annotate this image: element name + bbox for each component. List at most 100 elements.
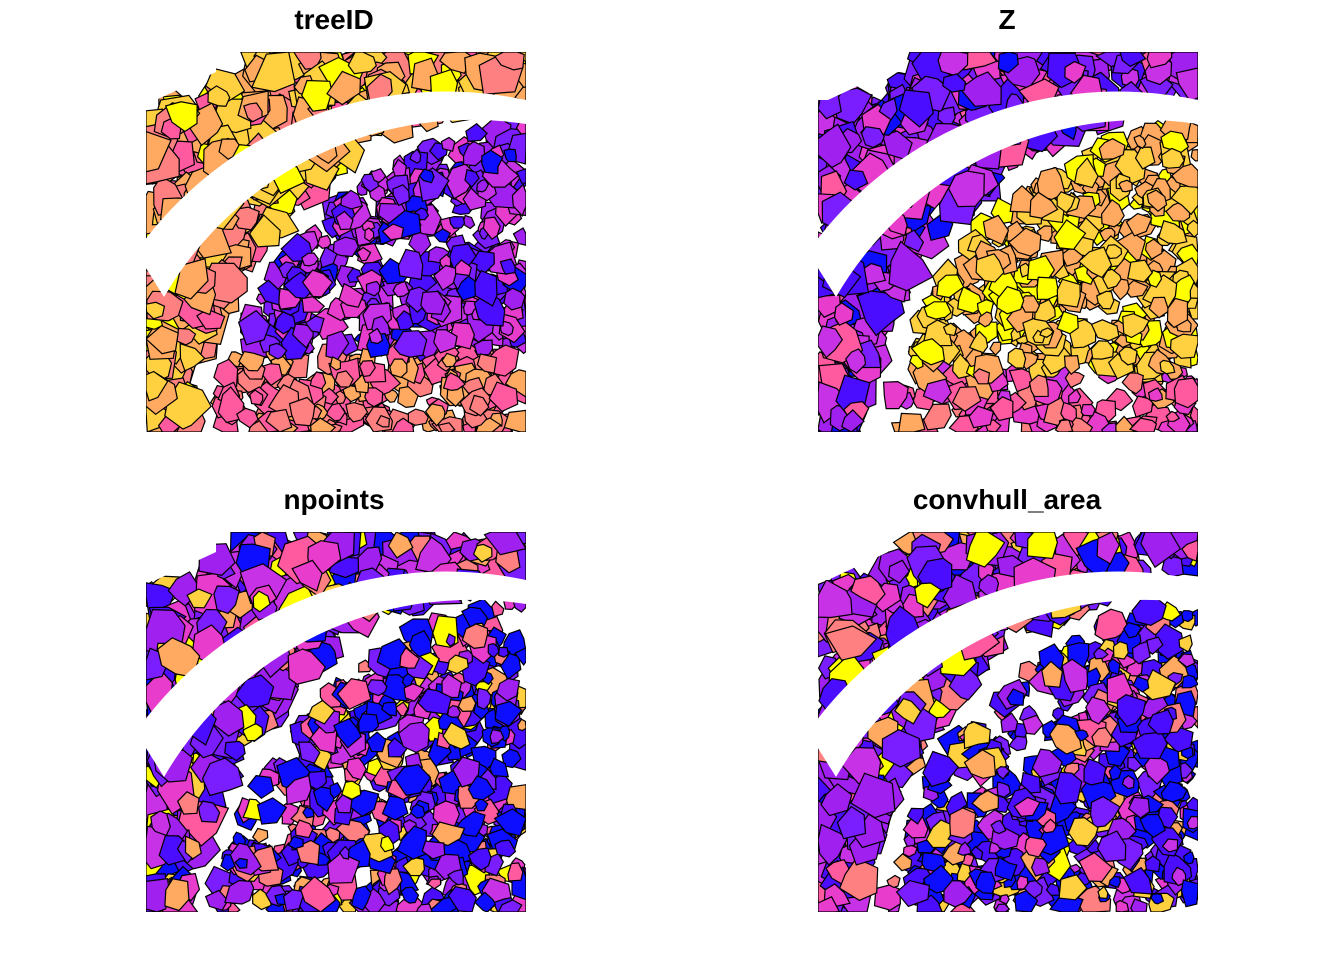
crown-segment — [393, 763, 432, 797]
crown-segment — [345, 401, 369, 423]
crown-segment — [335, 210, 354, 231]
crown-segment — [387, 532, 414, 559]
crown-segment — [287, 835, 304, 850]
crown-segment — [1056, 310, 1079, 335]
crown-segment — [462, 140, 486, 167]
crown-segment — [346, 757, 367, 781]
crown-segment — [1056, 191, 1076, 214]
crown-segment — [424, 403, 446, 427]
crown-segment — [474, 269, 498, 307]
crown-segment — [970, 845, 984, 861]
crown-segment — [1173, 377, 1198, 409]
crown-segment — [324, 402, 346, 422]
crown-segment — [942, 73, 967, 93]
crown-segment — [942, 322, 958, 337]
crown-segment — [1169, 333, 1198, 359]
crown-segment — [447, 704, 461, 719]
crown-segment — [301, 295, 326, 313]
crown-segment — [304, 315, 325, 334]
crown-segment — [497, 899, 523, 912]
crown-segment — [409, 803, 426, 819]
crown-segment — [906, 807, 924, 825]
crown-segment — [483, 532, 526, 556]
panel-title-z: Z — [998, 4, 1016, 35]
crown-segment — [1085, 696, 1112, 725]
crown-segment — [1186, 219, 1198, 238]
crown-segment — [251, 827, 269, 844]
crown-segment — [1127, 796, 1151, 819]
crown-segment — [965, 532, 1006, 568]
crown-segment — [1159, 359, 1176, 375]
crown-segment — [1073, 157, 1099, 189]
tree-crown-map-z — [818, 52, 1198, 432]
map-panel-convhull-area — [818, 532, 1198, 912]
crown-segment — [1144, 238, 1164, 260]
crown-segment — [1139, 813, 1166, 839]
crown-segment — [999, 894, 1010, 905]
crown-segment — [1021, 714, 1044, 735]
crown-segment — [923, 301, 952, 320]
crown-segment — [334, 370, 354, 388]
crown-segment — [1141, 668, 1177, 701]
crown-segment — [421, 840, 446, 860]
crown-segment — [237, 309, 271, 346]
crown-segment — [947, 170, 985, 208]
crown-segment — [922, 750, 960, 788]
crown-segment — [1112, 641, 1129, 660]
canopy-gap — [818, 571, 1198, 777]
crown-segment — [1116, 694, 1147, 728]
crown-segment — [359, 359, 376, 378]
crown-segment — [291, 559, 323, 592]
crown-segment — [1041, 660, 1064, 688]
crown-segment — [1130, 898, 1148, 912]
crown-segment — [951, 386, 982, 413]
crown-segment — [963, 721, 991, 750]
crown-segment — [882, 380, 909, 410]
crown-segment — [415, 903, 433, 912]
crown-segment — [503, 409, 526, 432]
crown-segment — [164, 878, 190, 912]
crown-segment — [996, 285, 1025, 315]
crown-segment — [246, 774, 275, 799]
crown-segment — [213, 585, 240, 615]
crown-segment — [995, 765, 1011, 780]
crown-segment — [1067, 388, 1082, 404]
crown-segment — [910, 338, 946, 366]
crown-segment — [994, 856, 1018, 882]
crown-segment — [1093, 647, 1109, 660]
crown-segment — [383, 868, 403, 896]
crown-segment — [494, 52, 525, 71]
crown-segment — [365, 280, 381, 297]
crown-segment — [818, 123, 852, 169]
crown-segment — [1180, 879, 1198, 908]
crown-segment — [1160, 780, 1188, 803]
crown-segment — [1064, 370, 1085, 389]
crown-segment — [1078, 851, 1114, 883]
crown-segment — [1171, 866, 1187, 887]
crown-segment — [1146, 189, 1168, 212]
crown-segment — [494, 700, 523, 727]
crown-segment — [1067, 816, 1099, 847]
crown-segment — [1122, 313, 1151, 339]
crown-segment — [892, 853, 913, 872]
crown-segment — [1061, 658, 1089, 694]
crown-segment — [1119, 52, 1147, 68]
crown-segment — [1083, 758, 1107, 786]
crown-segment — [174, 257, 209, 300]
crown-segment — [243, 102, 263, 123]
crown-segment — [482, 216, 501, 241]
crown-segment — [818, 896, 841, 912]
crown-segment — [257, 279, 281, 306]
crown-segment — [329, 782, 342, 800]
crown-segment — [1080, 403, 1096, 417]
crown-segment — [1026, 532, 1059, 560]
crown-segment — [503, 287, 526, 311]
tree-crown-map-convhull-area — [818, 532, 1198, 912]
crown-segment — [481, 149, 504, 175]
panel-title-treeid: treeID — [294, 4, 374, 35]
crown-segment — [1063, 354, 1081, 376]
crown-segment — [248, 214, 281, 248]
crown-segment — [850, 772, 896, 819]
crown-segment — [503, 148, 517, 163]
crown-segment — [507, 862, 524, 882]
